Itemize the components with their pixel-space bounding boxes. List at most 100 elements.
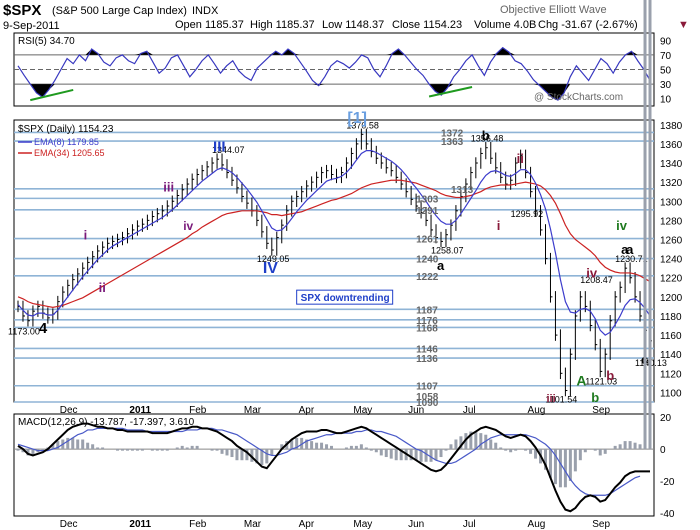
x-tick-label: Apr bbox=[299, 405, 315, 416]
level-label: 1058 bbox=[416, 392, 439, 403]
macd-signal-line bbox=[17, 427, 641, 496]
legend-ema34: EMA(34) 1205.65 bbox=[34, 148, 105, 158]
macd-x-tick-label: Aug bbox=[528, 519, 546, 530]
x-tick-label: Jun bbox=[408, 405, 424, 416]
ema8-line bbox=[17, 149, 651, 336]
watermark: @ StockCharts.com bbox=[534, 92, 623, 103]
price-panel-frame bbox=[13, 119, 655, 403]
annotation-box bbox=[296, 289, 394, 305]
index-name: (S&P 500 Large Cap Index) bbox=[52, 5, 187, 17]
level-label: 1168 bbox=[416, 323, 438, 334]
price-label: 1344.07 bbox=[212, 145, 245, 155]
macd-x-tick-label: Mar bbox=[244, 519, 262, 530]
wave-label: a bbox=[626, 242, 634, 257]
macd-title: MACD(12,26,9) -13.787, -17.397, 3.610 bbox=[18, 417, 195, 428]
wave-label: b bbox=[606, 368, 614, 383]
price-label: 1121.03 bbox=[585, 376, 617, 386]
rsi-tick-label: 90 bbox=[660, 36, 672, 47]
level-label: 1136 bbox=[416, 354, 438, 365]
price-label: 1258.07 bbox=[431, 245, 464, 255]
level-label: 1222 bbox=[416, 272, 439, 283]
level-label: 1261 bbox=[416, 235, 439, 246]
rsi-line bbox=[17, 46, 651, 101]
x-tick-label: Mar bbox=[244, 405, 262, 416]
level-label: 1090 bbox=[416, 398, 439, 409]
price-tick-label: 1280 bbox=[660, 216, 683, 227]
macd-x-tick-label: May bbox=[353, 519, 372, 530]
exchange-label: INDX bbox=[192, 5, 219, 17]
price-tick-label: 1100 bbox=[660, 388, 682, 399]
wave-label: iii bbox=[163, 180, 174, 195]
wave-label: i bbox=[497, 218, 501, 233]
volume-value: Volume 4.0B bbox=[474, 19, 537, 31]
level-label: 1240 bbox=[416, 255, 439, 266]
price-tick-label: 1120 bbox=[660, 369, 682, 380]
x-tick-label: 2011 bbox=[129, 405, 151, 416]
rsi-trendline bbox=[30, 88, 74, 102]
date-label: 9-Sep-2011 bbox=[3, 20, 60, 32]
price-tick-label: 1380 bbox=[660, 121, 683, 132]
x-tick-label: Aug bbox=[528, 405, 546, 416]
annotation-text: SPX downtrending bbox=[301, 293, 390, 304]
rsi-overbought-fill bbox=[18, 47, 650, 55]
wave-label: a bbox=[621, 242, 629, 257]
macd-x-tick-label: Apr bbox=[299, 519, 315, 530]
price-tick-label: 1360 bbox=[660, 140, 683, 151]
x-tick-label: Sep bbox=[592, 405, 610, 416]
high-value: High 1185.37 bbox=[250, 19, 315, 31]
level-label: 1146 bbox=[416, 344, 438, 355]
close-value: Close 1154.23 bbox=[392, 19, 463, 31]
wave-label: ii bbox=[517, 151, 524, 166]
wave-label: III bbox=[213, 139, 226, 156]
level-label: 1313 bbox=[451, 185, 474, 196]
price-tick-label: 1260 bbox=[660, 235, 683, 246]
price-tick-label: 1240 bbox=[660, 255, 683, 266]
wave-label: 4 bbox=[39, 320, 48, 337]
x-tick-label: Dec bbox=[60, 405, 78, 416]
price-tick-label: 1220 bbox=[660, 274, 683, 285]
level-label: 1303 bbox=[416, 194, 439, 205]
price-label: 1230.71 bbox=[615, 254, 648, 264]
level-label: 1363 bbox=[441, 137, 464, 148]
price-tick-label: 1300 bbox=[660, 197, 683, 208]
price-tick-label: 1160 bbox=[660, 331, 682, 342]
symbol-title: $SPX bbox=[3, 2, 42, 19]
wave-label: ii bbox=[99, 280, 106, 295]
macd-tick-label: 0 bbox=[660, 445, 666, 456]
price-label: 1101.54 bbox=[545, 395, 577, 405]
macd-x-tick-label: Feb bbox=[189, 519, 207, 530]
wave-label: iv bbox=[586, 266, 598, 281]
macd-x-tick-label: Sep bbox=[592, 519, 610, 530]
x-tick-label: Feb bbox=[189, 405, 207, 416]
site-label: Objective Elliott Wave bbox=[500, 4, 607, 16]
rsi-tick-label: 10 bbox=[660, 95, 672, 106]
rsi-tick-label: 50 bbox=[660, 66, 672, 77]
x-tick-label: Jul bbox=[463, 405, 476, 416]
macd-tick-label: 20 bbox=[660, 413, 672, 424]
wave-label: a bbox=[437, 258, 445, 273]
price-tick-label: 1180 bbox=[660, 312, 682, 323]
macd-line bbox=[17, 422, 650, 513]
price-tick-label: 1340 bbox=[660, 159, 683, 170]
rsi-title: RSI(5) 34.70 bbox=[18, 36, 75, 47]
legend-ema8: EMA(8) 1179.85 bbox=[34, 137, 99, 147]
level-label: 1107 bbox=[416, 382, 438, 393]
price-label: 1295.92 bbox=[511, 209, 544, 219]
wave-label: iii bbox=[546, 393, 555, 405]
wave-label: b bbox=[482, 128, 490, 143]
wave-label: A bbox=[576, 373, 586, 389]
price-label: 1356.48 bbox=[471, 134, 504, 144]
price-label: 1370.58 bbox=[346, 120, 379, 130]
down-arrow-icon: ▼ bbox=[678, 19, 689, 31]
price-label: 1249.05 bbox=[257, 254, 290, 264]
wave-label: iv bbox=[183, 219, 193, 233]
low-value: Low 1148.37 bbox=[322, 19, 385, 31]
rsi-tick-label: 70 bbox=[660, 51, 672, 62]
rsi-tick-label: 30 bbox=[660, 80, 672, 91]
macd-panel-frame bbox=[13, 413, 655, 517]
level-label: 1176 bbox=[416, 316, 438, 327]
macd-tick-label: -40 bbox=[660, 509, 675, 520]
price-tick-label: 1200 bbox=[660, 293, 683, 304]
price-tick-label: 1140 bbox=[660, 350, 682, 361]
